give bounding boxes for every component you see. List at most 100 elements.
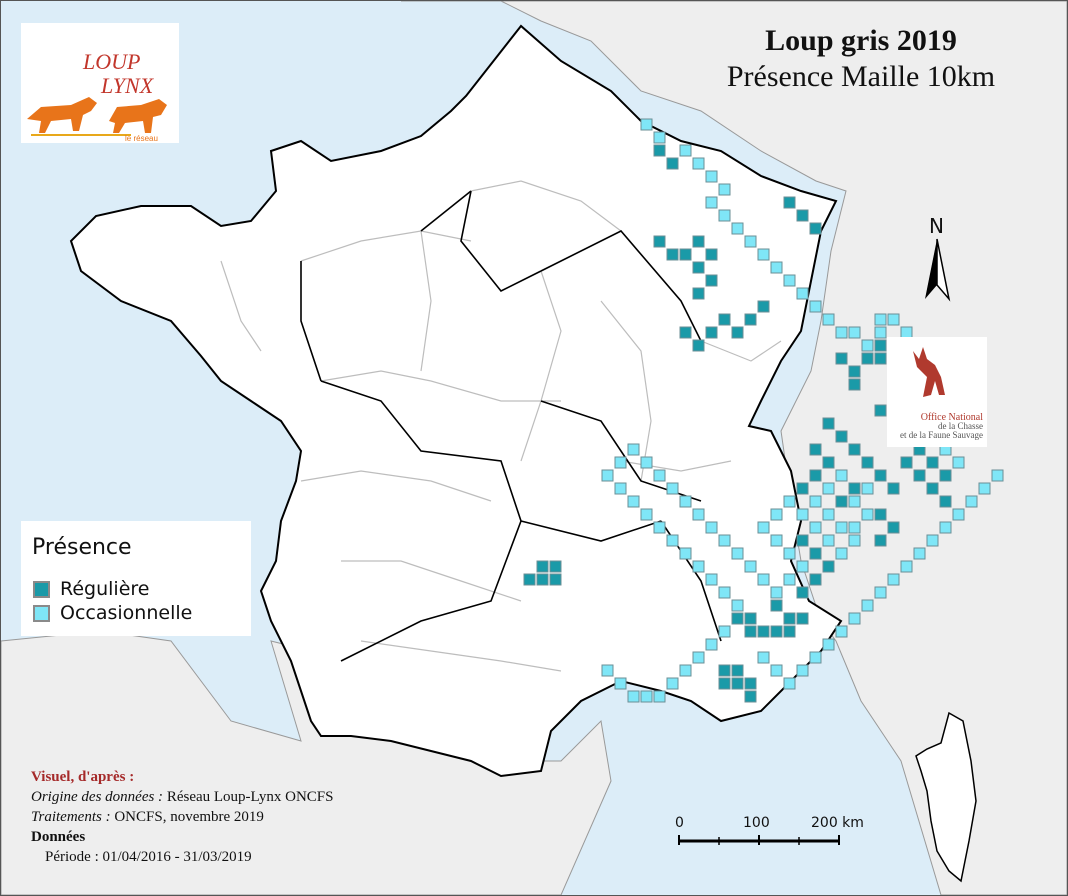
presence-cell-occasional — [718, 586, 731, 599]
presence-cell-occasional — [731, 222, 744, 235]
presence-cell-occasional — [679, 664, 692, 677]
presence-cell-occasional — [848, 326, 861, 339]
presence-cell-regular — [939, 495, 952, 508]
loup-lynx-logo-graphic: LOUP LYNX le réseau — [27, 49, 167, 143]
presence-cell-occasional — [666, 677, 679, 690]
presence-cell-occasional — [809, 495, 822, 508]
presence-cell-regular — [744, 677, 757, 690]
presence-cell-regular — [887, 482, 900, 495]
presence-cell-occasional — [627, 690, 640, 703]
wolf-silhouette-icon — [27, 97, 97, 133]
presence-cell-regular — [705, 326, 718, 339]
presence-cell-occasional — [653, 690, 666, 703]
legend: Présence Régulière Occasionnelle — [21, 521, 251, 636]
presence-cell-occasional — [640, 456, 653, 469]
presence-cell-regular — [796, 482, 809, 495]
presence-cell-regular — [848, 378, 861, 391]
presence-cell-regular — [653, 144, 666, 157]
credits-heading: Visuel, d'après : — [31, 769, 135, 785]
presence-cell-occasional — [718, 209, 731, 222]
presence-cell-regular — [692, 261, 705, 274]
presence-cell-occasional — [757, 521, 770, 534]
presence-cell-occasional — [848, 534, 861, 547]
presence-cell-occasional — [679, 547, 692, 560]
legend-swatch-regular — [33, 580, 50, 598]
presence-cell-occasional — [653, 131, 666, 144]
presence-cell-regular — [692, 235, 705, 248]
presence-cell-occasional — [718, 183, 731, 196]
presence-cell-occasional — [718, 625, 731, 638]
presence-cell-regular — [770, 625, 783, 638]
presence-cell-regular — [718, 677, 731, 690]
presence-cell-regular — [718, 664, 731, 677]
presence-cell-occasional — [731, 599, 744, 612]
presence-cell-regular — [692, 339, 705, 352]
logo-tagline: le réseau — [125, 134, 158, 143]
logo-text-lynx: LYNX — [100, 73, 155, 98]
presence-cell-occasional — [861, 482, 874, 495]
presence-cell-occasional — [887, 573, 900, 586]
presence-cell-regular — [835, 430, 848, 443]
presence-cell-occasional — [822, 482, 835, 495]
presence-cell-occasional — [835, 469, 848, 482]
legend-swatch-occasional — [33, 604, 50, 622]
presence-cell-regular — [822, 417, 835, 430]
presence-cell-occasional — [822, 508, 835, 521]
presence-cell-regular — [744, 313, 757, 326]
presence-cell-occasional — [796, 560, 809, 573]
presence-cell-regular — [796, 586, 809, 599]
presence-cell-occasional — [744, 560, 757, 573]
legend-item-occasional: Occasionnelle — [33, 601, 192, 625]
presence-cell-regular — [666, 157, 679, 170]
presence-cell-regular — [744, 625, 757, 638]
oncfs-logo-graphic — [913, 347, 945, 397]
presence-cell-occasional — [640, 118, 653, 131]
presence-cell-occasional — [692, 508, 705, 521]
presence-cell-occasional — [835, 521, 848, 534]
credits-data-heading: Données — [31, 829, 86, 845]
presence-cell-occasional — [601, 664, 614, 677]
north-arrow: N — [919, 211, 959, 306]
scale-bar-graphic — [678, 835, 840, 845]
presence-cell-occasional — [861, 339, 874, 352]
map-title: Loup gris 2019 Présence Maille 10km — [691, 23, 1031, 95]
north-label: N — [929, 214, 944, 238]
presence-cell-regular — [874, 534, 887, 547]
presence-cell-occasional — [874, 326, 887, 339]
presence-cell-occasional — [848, 495, 861, 508]
presence-cell-regular — [796, 209, 809, 222]
presence-cell-regular — [861, 456, 874, 469]
presence-cell-regular — [809, 573, 822, 586]
presence-cell-occasional — [874, 313, 887, 326]
presence-cell-occasional — [822, 638, 835, 651]
credits-period: Période : 01/04/2016 - 31/03/2019 — [45, 849, 252, 865]
presence-cell-regular — [744, 690, 757, 703]
title-line-1: Loup gris 2019 — [765, 24, 957, 57]
presence-cell-occasional — [666, 482, 679, 495]
presence-cell-regular — [887, 521, 900, 534]
france-mainland — [69, 24, 843, 778]
presence-cell-occasional — [614, 456, 627, 469]
presence-cell-regular — [913, 469, 926, 482]
presence-cell-occasional — [757, 248, 770, 261]
presence-cell-occasional — [952, 456, 965, 469]
presence-cell-regular — [874, 404, 887, 417]
presence-cell-occasional — [835, 625, 848, 638]
presence-cell-regular — [536, 573, 549, 586]
presence-cell-regular — [757, 625, 770, 638]
presence-cell-occasional — [770, 261, 783, 274]
presence-cell-occasional — [939, 521, 952, 534]
presence-cell-occasional — [627, 443, 640, 456]
presence-cell-regular — [705, 248, 718, 261]
presence-cell-regular — [744, 612, 757, 625]
presence-cell-occasional — [861, 599, 874, 612]
presence-cell-occasional — [666, 534, 679, 547]
presence-cell-occasional — [783, 573, 796, 586]
presence-cell-occasional — [783, 547, 796, 560]
presence-cell-regular — [653, 235, 666, 248]
presence-cell-occasional — [614, 677, 627, 690]
presence-cell-regular — [809, 222, 822, 235]
legend-label-occasional: Occasionnelle — [60, 602, 193, 624]
presence-cell-occasional — [705, 573, 718, 586]
